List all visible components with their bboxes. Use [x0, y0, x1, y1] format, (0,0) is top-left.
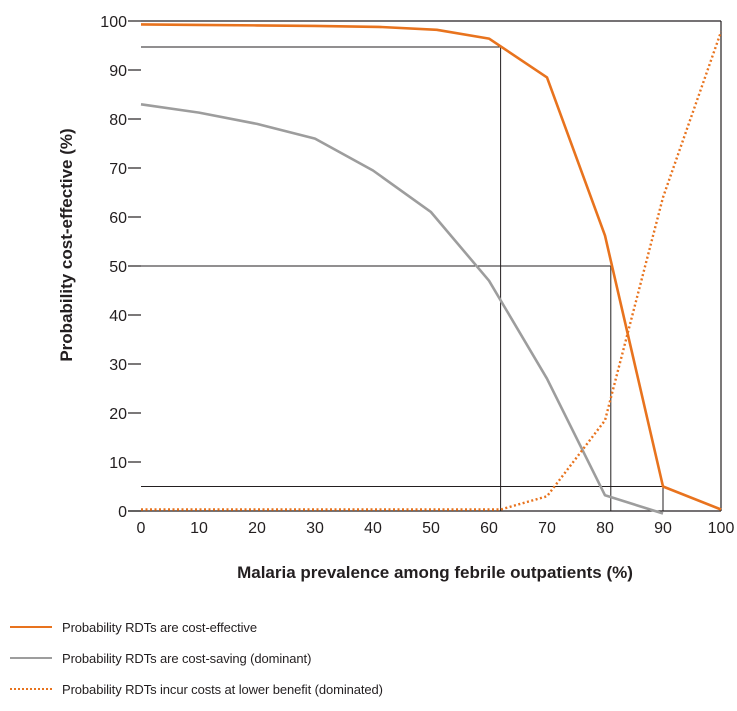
y-tick-label: 80 — [109, 112, 127, 129]
y-tick-label: 100 — [100, 14, 127, 31]
chart-area: 0 10 20 30 40 50 60 70 80 90 100 0 10 20 30 40 50 60 70 80 9… — [57, 14, 734, 582]
legend-item-dominated: Probability RDTs incur costs at lower be… — [10, 680, 383, 698]
legend-label-cost-saving: Probability RDTs are cost-saving (domina… — [62, 650, 312, 666]
legend-swatch-cost-saving — [10, 657, 52, 659]
series-line-cost-effective — [140, 23, 722, 511]
x-tick-label: 40 — [364, 520, 382, 537]
x-tick-label: 70 — [538, 520, 556, 537]
y-tick-label: 70 — [109, 161, 127, 178]
legend-label-cost-effective: Probability RDTs are cost-effective — [62, 619, 257, 635]
series-line-dominated — [141, 31, 723, 511]
y-tick-label: 90 — [109, 63, 127, 80]
x-tick-label: 20 — [248, 520, 266, 537]
legend-label-dominated: Probability RDTs incur costs at lower be… — [62, 681, 383, 697]
x-tick-label: 80 — [596, 520, 614, 537]
legend-item-cost-saving: Probability RDTs are cost-saving (domina… — [10, 649, 383, 667]
y-tick-label: 50 — [109, 259, 127, 276]
x-axis-title: Malaria prevalence among febrile outpati… — [237, 563, 633, 582]
legend-swatch-cost-effective — [10, 626, 52, 628]
series-layer — [140, 23, 723, 515]
x-tick-label: 90 — [654, 520, 672, 537]
x-tick-label: 10 — [190, 520, 208, 537]
y-tick-label: 60 — [109, 210, 127, 227]
axis-ticks: 0 10 20 30 40 50 60 70 80 90 100 0 10 20 30 40 50 60 70 80 9… — [100, 14, 734, 537]
y-tick-label: 10 — [109, 455, 127, 472]
x-tick-label: 60 — [480, 520, 498, 537]
y-tick-label: 20 — [109, 406, 127, 423]
y-tick-label: 0 — [118, 504, 127, 521]
y-tick-label: 30 — [109, 357, 127, 374]
y-tick-label: 40 — [109, 308, 127, 325]
y-axis-title: Probability cost-effective (%) — [57, 128, 76, 361]
legend: Probability RDTs are cost-effective Prob… — [10, 618, 383, 711]
x-tick-label: 50 — [422, 520, 440, 537]
x-tick-label: 0 — [137, 520, 146, 537]
reference-lines — [141, 46, 664, 511]
x-tick-label: 30 — [306, 520, 324, 537]
legend-item-cost-effective: Probability RDTs are cost-effective — [10, 618, 383, 636]
plot-frame — [128, 20, 722, 512]
legend-swatch-dominated — [10, 688, 52, 690]
series-line-cost-saving — [140, 103, 664, 515]
x-tick-label: 100 — [708, 520, 735, 537]
